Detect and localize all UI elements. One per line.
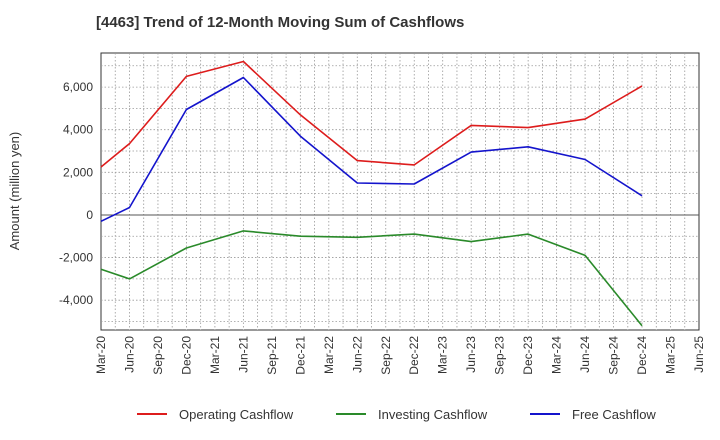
series-lines — [100, 60, 643, 327]
x-tick-label: Jun-24 — [578, 336, 592, 373]
x-tick-label: Dec-23 — [521, 336, 535, 375]
horizontal-grid — [101, 65, 699, 322]
legend-label-free-cashflow: Free Cashflow — [572, 407, 656, 422]
y-tick-label: 0 — [86, 208, 93, 222]
x-tick-label: Dec-21 — [293, 336, 307, 375]
x-tick-label: Mar-24 — [550, 336, 564, 374]
x-tick-label: Dec-22 — [407, 336, 421, 375]
x-tick-label: Sep-21 — [265, 336, 279, 375]
x-tick-label: Jun-25 — [692, 336, 706, 373]
y-tick-label: 2,000 — [63, 165, 93, 179]
vertical-grid — [114, 53, 686, 330]
y-axis-label: Amount (million yen) — [7, 132, 22, 251]
legend: Operating Cashflow Investing Cashflow Free… — [137, 407, 656, 422]
y-tick-label: -4,000 — [59, 293, 93, 307]
y-tick-label: 4,000 — [63, 123, 93, 137]
y-tick-label: 6,000 — [63, 80, 93, 94]
x-tick-label: Mar-22 — [322, 336, 336, 374]
y-tick-label: -2,000 — [59, 251, 93, 265]
x-tick-label: Mar-21 — [208, 336, 222, 374]
legend-label-investing-cashflow: Investing Cashflow — [378, 407, 488, 422]
x-tick-label: Sep-24 — [607, 336, 621, 375]
x-tick-label: Dec-24 — [635, 336, 649, 375]
x-tick-label: Mar-20 — [94, 336, 108, 374]
x-tick-label: Jun-23 — [464, 336, 478, 373]
chart-title: [4463] Trend of 12-Month Moving Sum of C… — [96, 14, 465, 31]
y-axis-ticks: -4,000 -2,000 0 2,000 4,000 6,000 — [59, 80, 93, 307]
x-tick-label: Jun-20 — [122, 336, 136, 373]
x-tick-label: Jun-22 — [350, 336, 364, 373]
series-line-free-cashflow — [100, 76, 643, 223]
x-tick-label: Sep-20 — [151, 336, 165, 375]
x-tick-label: Mar-25 — [664, 336, 678, 374]
x-tick-label: Jun-21 — [236, 336, 250, 373]
x-tick-label: Mar-23 — [436, 336, 450, 374]
series-line-operating-cashflow — [100, 60, 643, 168]
legend-label-operating-cashflow: Operating Cashflow — [179, 407, 294, 422]
x-tick-label: Sep-22 — [379, 336, 393, 375]
x-axis-ticks: Mar-20 Jun-20 Sep-20 Dec-20 Mar-21 Jun-21 Sep-… — [94, 336, 706, 375]
series-line-investing-cashflow — [100, 230, 643, 327]
x-tick-label: Sep-23 — [493, 336, 507, 375]
x-tick-label: Dec-20 — [179, 336, 193, 375]
